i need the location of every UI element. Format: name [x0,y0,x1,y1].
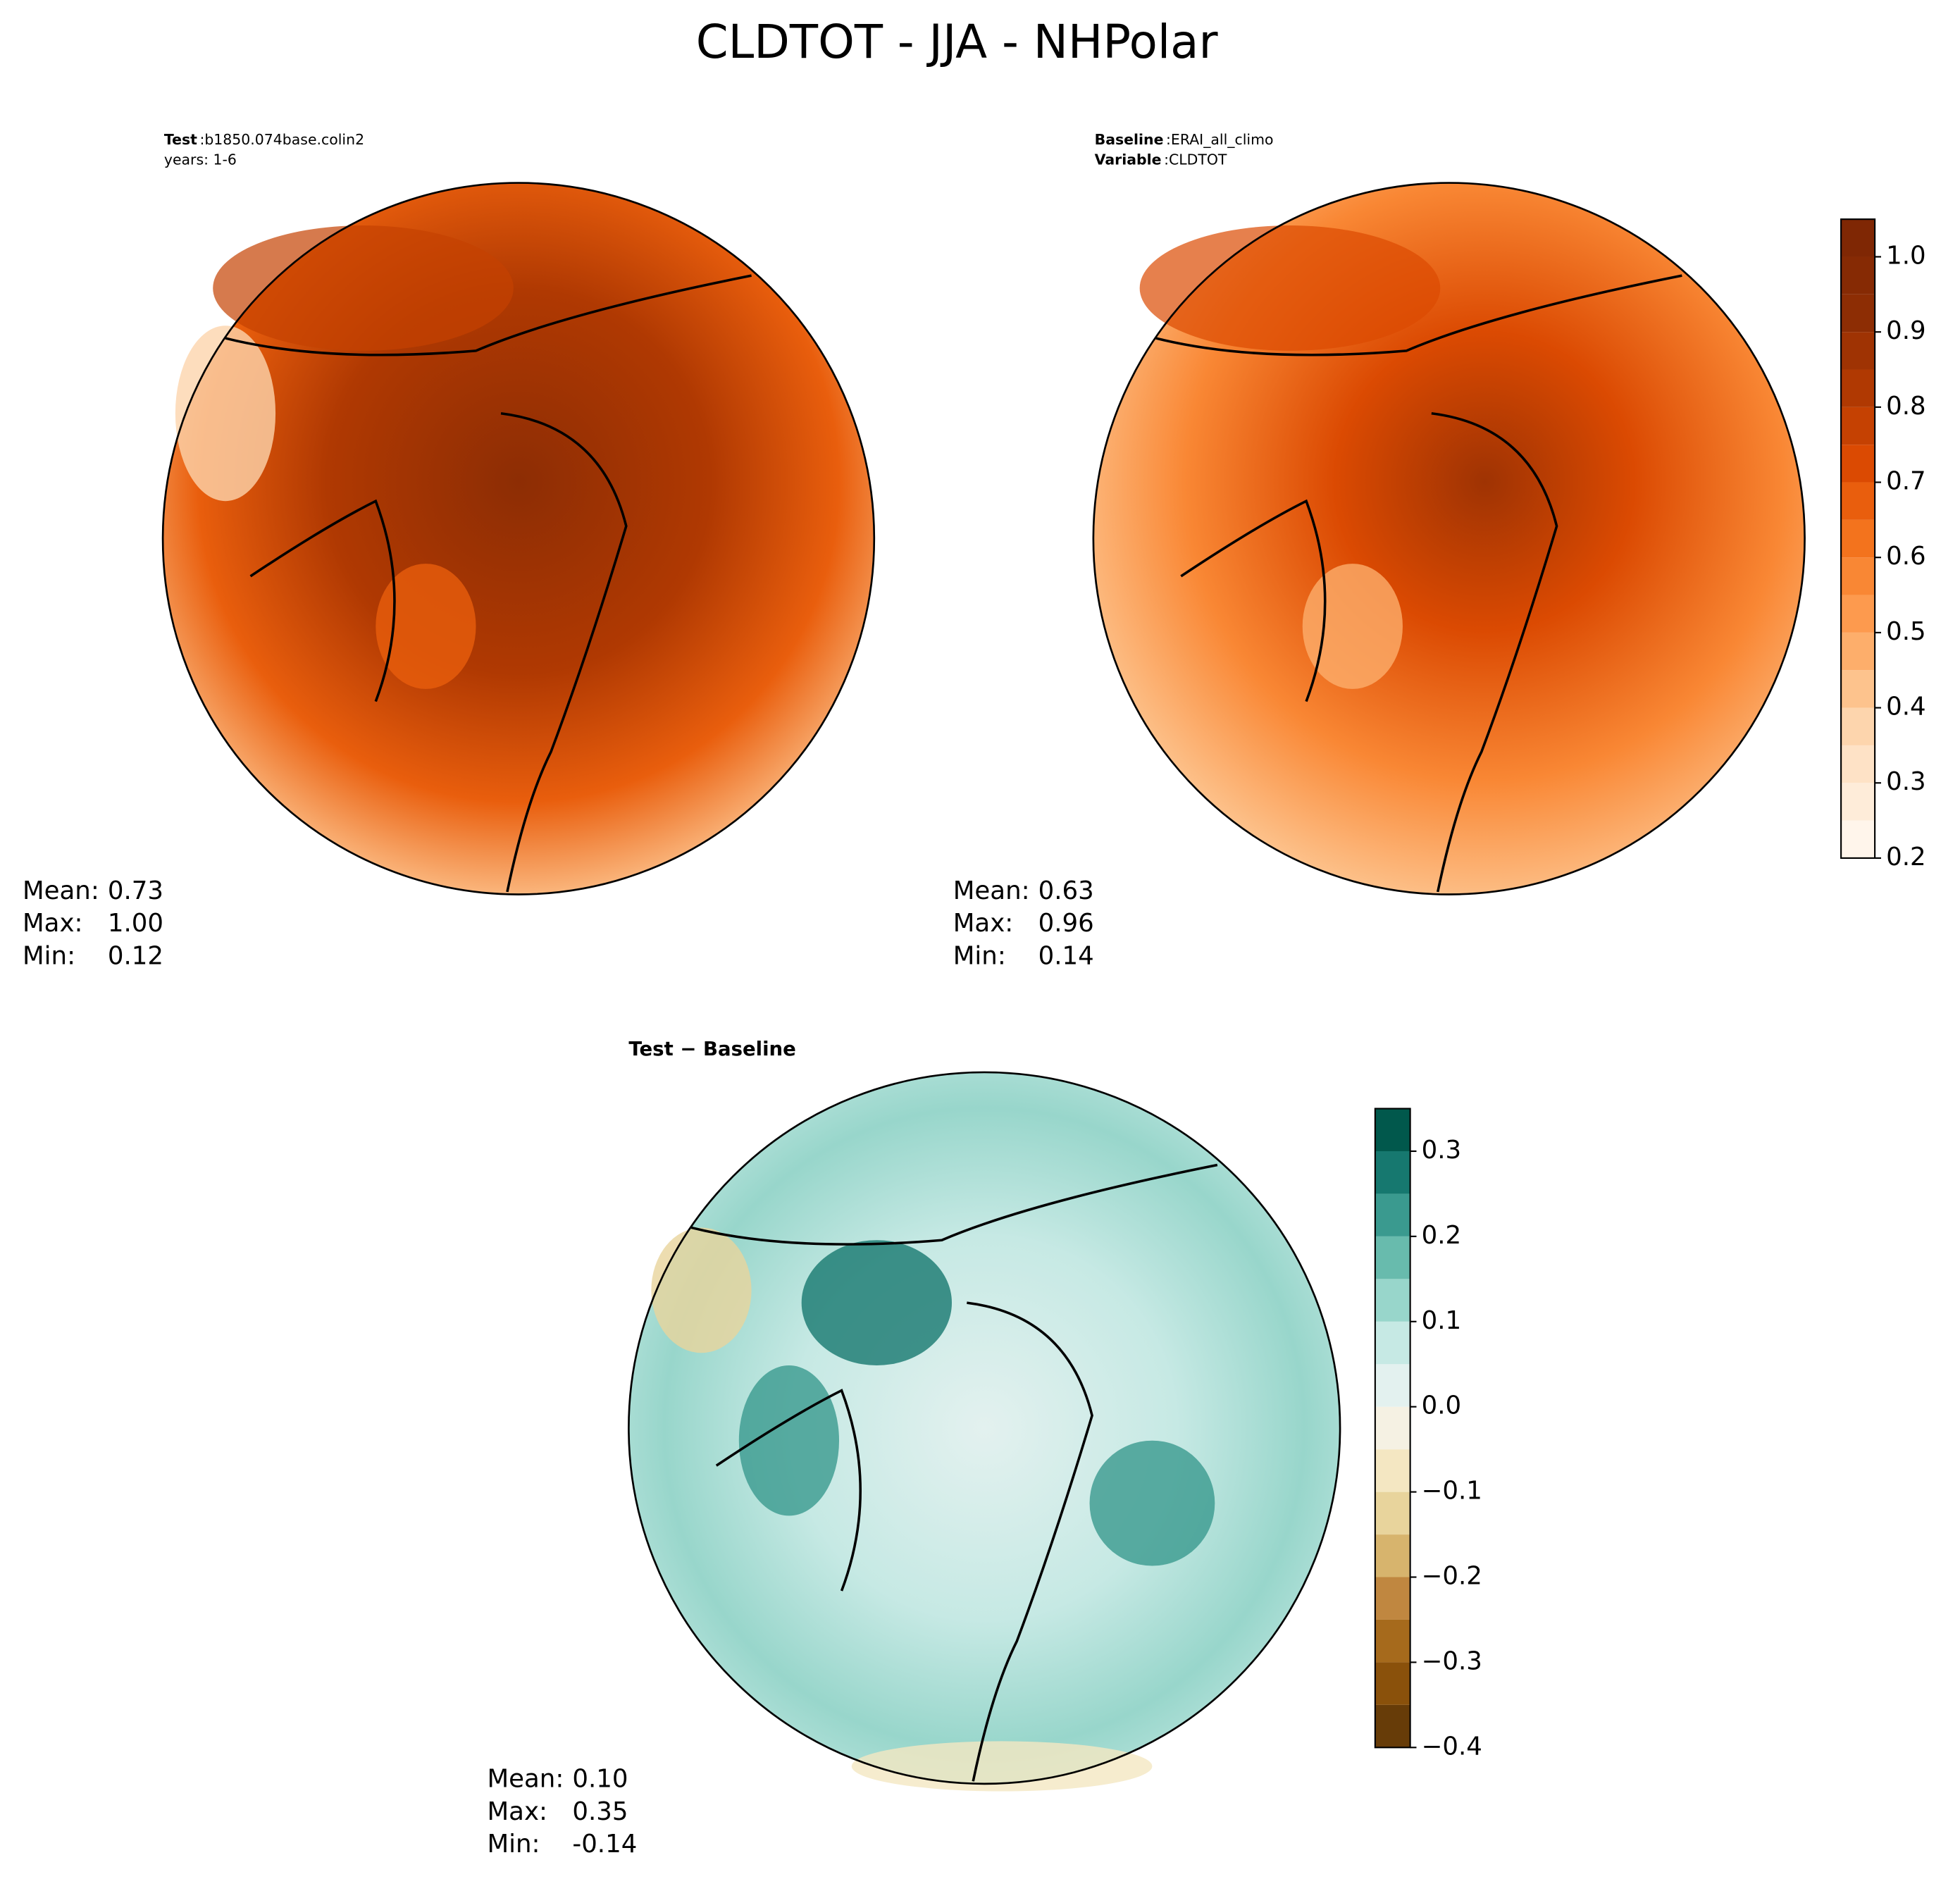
stat-value: 0.73 [108,876,163,905]
stat-label: Mean: [488,1765,564,1794]
header-key: Baseline [1095,131,1164,148]
colorbar-tick-label: 0.5 [1886,617,1926,646]
colorbar-tick-label: 0.3 [1422,1136,1462,1165]
colorbar-tick-label: 0.6 [1886,542,1926,571]
panel-header: years: 1-6 [164,151,237,168]
figure-title: CLDTOT - JJA - NHPolar [696,15,1219,69]
colorbar-tick-label: 0.7 [1886,467,1926,496]
colorbar-band [1841,369,1875,407]
colorbar-tick-label: −0.3 [1422,1647,1482,1675]
header-separator: : [1164,151,1169,168]
colorbar-tick-label: −0.4 [1422,1732,1482,1761]
colorbar-band [1375,1619,1410,1663]
header-text: years: 1-6 [164,151,237,168]
colorbar-band [1841,219,1875,257]
colorbar-tick-label: 0.0 [1422,1391,1462,1420]
map-difference [628,1071,1341,1792]
colorbar-band [1375,1492,1410,1535]
colorbar-band [1375,1534,1410,1577]
stat-value: 0.12 [108,941,163,970]
colorbar-band [1841,332,1875,370]
colorbar-band [1841,256,1875,294]
map-test [161,182,876,895]
stat-value: -0.14 [572,1830,637,1859]
panel-title: Test − Baseline [628,1038,795,1060]
colorbar-tick-label: 0.8 [1886,392,1926,421]
colorbar-band [1841,820,1875,858]
stat-label: Max: [23,909,82,938]
header-text: ERAI_all_climo [1171,131,1274,149]
panel-header: Test:b1850.074base.colin2 [164,131,364,148]
colorbar-band [1375,1108,1410,1151]
panel-header: Variable:CLDTOT [1095,151,1227,168]
colorbar-band [1375,1406,1410,1450]
colorbar-band [1375,1279,1410,1322]
header-text: b1850.074base.colin2 [204,131,364,148]
panel-header: Baseline:ERAI_all_climo [1095,131,1274,149]
colorbar-band [1841,294,1875,333]
stat-label: Mean: [23,876,99,905]
header-key: Test [164,131,197,148]
colorbar-band [1375,1151,1410,1194]
colorbar-band [1841,557,1875,595]
colorbar-band [1375,1364,1410,1407]
colorbar-band [1841,783,1875,821]
stat-label: Min: [23,941,75,970]
colorbar-band [1841,707,1875,745]
map-baseline [1092,182,1806,895]
colorbar-frame [1374,1108,1411,1749]
colorbar-band [1841,632,1875,671]
colorbar-band [1841,445,1875,483]
stat-label: Mean: [953,876,1030,905]
colorbar-band [1375,1449,1410,1492]
colorbar-tick-label: −0.1 [1422,1477,1482,1506]
stat-label: Min: [953,941,1006,970]
header-separator: : [199,131,204,148]
colorbar-band [1841,595,1875,633]
header-separator: : [1166,131,1171,148]
colorbar-band [1375,1704,1410,1748]
colorbar-tick-label: −0.2 [1422,1561,1482,1590]
colorbar-tick-label: 0.2 [1422,1221,1462,1250]
colorbar-tick-label: 0.3 [1886,767,1926,796]
colorbar-tick-label: 0.2 [1886,843,1926,872]
stat-label: Max: [953,909,1013,938]
colorbar-tick-label: 0.4 [1886,693,1926,721]
stat-label: Max: [488,1797,547,1826]
colorbar-band [1375,1236,1410,1279]
colorbar-band [1375,1193,1410,1236]
colorbar-band [1841,670,1875,708]
stat-value: 0.63 [1038,876,1094,905]
header-key: Variable [1095,151,1162,168]
header-text: CLDTOT [1169,151,1227,168]
stat-value: 0.14 [1038,941,1094,970]
colorbar-band [1841,519,1875,558]
colorbar-band [1375,1321,1410,1365]
colorbar-band [1841,745,1875,783]
colorbar-tick-label: 1.0 [1886,241,1926,270]
stat-value: 0.10 [572,1765,628,1794]
colorbar-tick-label: 0.9 [1886,316,1926,345]
stat-value: 0.35 [572,1797,628,1826]
stat-value: 1.00 [108,909,163,938]
colorbar-tick-label: 0.1 [1422,1306,1462,1335]
colorbar-band [1841,407,1875,445]
stat-value: 0.96 [1038,909,1094,938]
colorbar-band [1841,482,1875,520]
stat-label: Min: [488,1830,540,1859]
colorbar-band [1375,1577,1410,1620]
colorbar-frame [1840,218,1876,859]
colorbar-band [1375,1662,1410,1705]
